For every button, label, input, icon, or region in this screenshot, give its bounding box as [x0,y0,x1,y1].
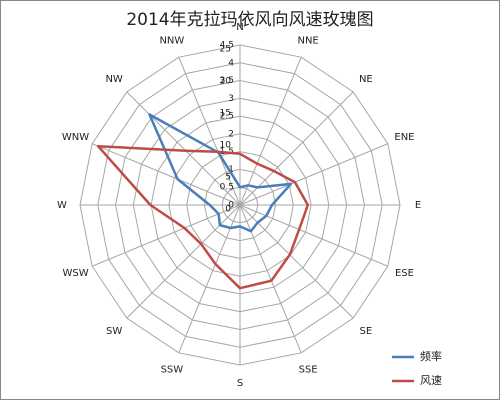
y2-tick-label: 15 [220,109,231,119]
category-label: NNW [159,36,184,47]
series-line [96,144,310,290]
series-line [148,113,293,233]
y-tick-label: 3.5 [220,76,234,86]
y-tick-label: 1 [228,165,234,175]
category-label: ENE [394,132,414,143]
category-label: NNE [297,36,318,47]
y2-tick-label: 20 [220,77,232,87]
spoke [126,91,241,206]
y-tick-label: 0.5 [220,183,234,193]
chart-title: 2014年克拉玛依风向风速玫瑰图 [126,10,373,30]
category-label: SSW [161,364,184,375]
category-label: SW [106,326,122,337]
category-label: N [236,22,243,33]
y-tick-label: 3 [228,94,234,104]
legend-label: 频率 [420,349,442,363]
y-tick-label: 2 [228,129,234,139]
category-label: SE [360,326,373,337]
y-tick-label: 0 [228,201,234,211]
category-label: ESE [395,268,414,279]
spoke [239,143,389,206]
category-label: NW [105,74,122,85]
category-label: E [415,200,421,211]
spoke [239,204,389,267]
category-label: SSE [299,364,318,375]
category-label: WNW [62,132,89,143]
y-tick-label: 4.5 [220,41,234,51]
y-tick-label: 4 [228,58,234,68]
spoke [239,204,354,319]
y2-tick-label: 10 [220,141,232,151]
category-label: WSW [62,268,88,279]
spoke [126,204,241,319]
y2-tick-label: 0 [225,205,231,215]
spoke [239,56,302,206]
y-tick-label: 2.5 [220,112,234,122]
legend-label: 风速 [420,374,442,387]
category-label: W [57,200,67,211]
category-label: S [237,378,243,389]
spoke [178,204,241,354]
y2-tick-label: 5 [225,173,231,183]
category-label: NE [359,74,373,85]
spoke [178,56,241,206]
spoke [91,143,241,206]
y2-tick-label: 25 [220,45,231,55]
spoke [91,204,241,267]
